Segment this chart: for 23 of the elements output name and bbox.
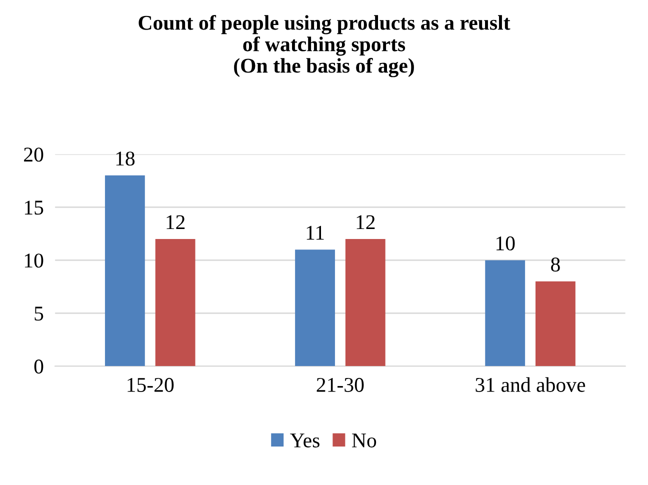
data-label: 11 [306,226,324,240]
x-tick-label: 15-20 [128,378,174,392]
y-tick-label: 10 [24,254,44,268]
bar [345,239,386,366]
x-tick-label: 21-30 [316,378,364,392]
bar [155,239,196,366]
data-label: 8 [551,258,560,272]
bar [295,250,335,366]
bar [536,281,576,366]
data-label: 12 [166,215,185,230]
legend-label: Yes [290,434,320,448]
x-tick-label: 31 and above [476,377,586,392]
legend-label: No [352,434,376,448]
y-tick-label: 20 [24,148,44,162]
chart-title: Count of people using products as a reuslt of watching sports (On the basis of age) [138,14,510,78]
bar [485,260,526,366]
data-label: 12 [356,215,375,230]
data-label: 18 [116,152,135,166]
data-label: 10 [496,236,515,250]
bar [104,175,145,366]
y-tick-label: 15 [24,200,44,215]
y-tick-label: 5 [34,306,44,321]
y-tick-label: 0 [34,360,44,374]
